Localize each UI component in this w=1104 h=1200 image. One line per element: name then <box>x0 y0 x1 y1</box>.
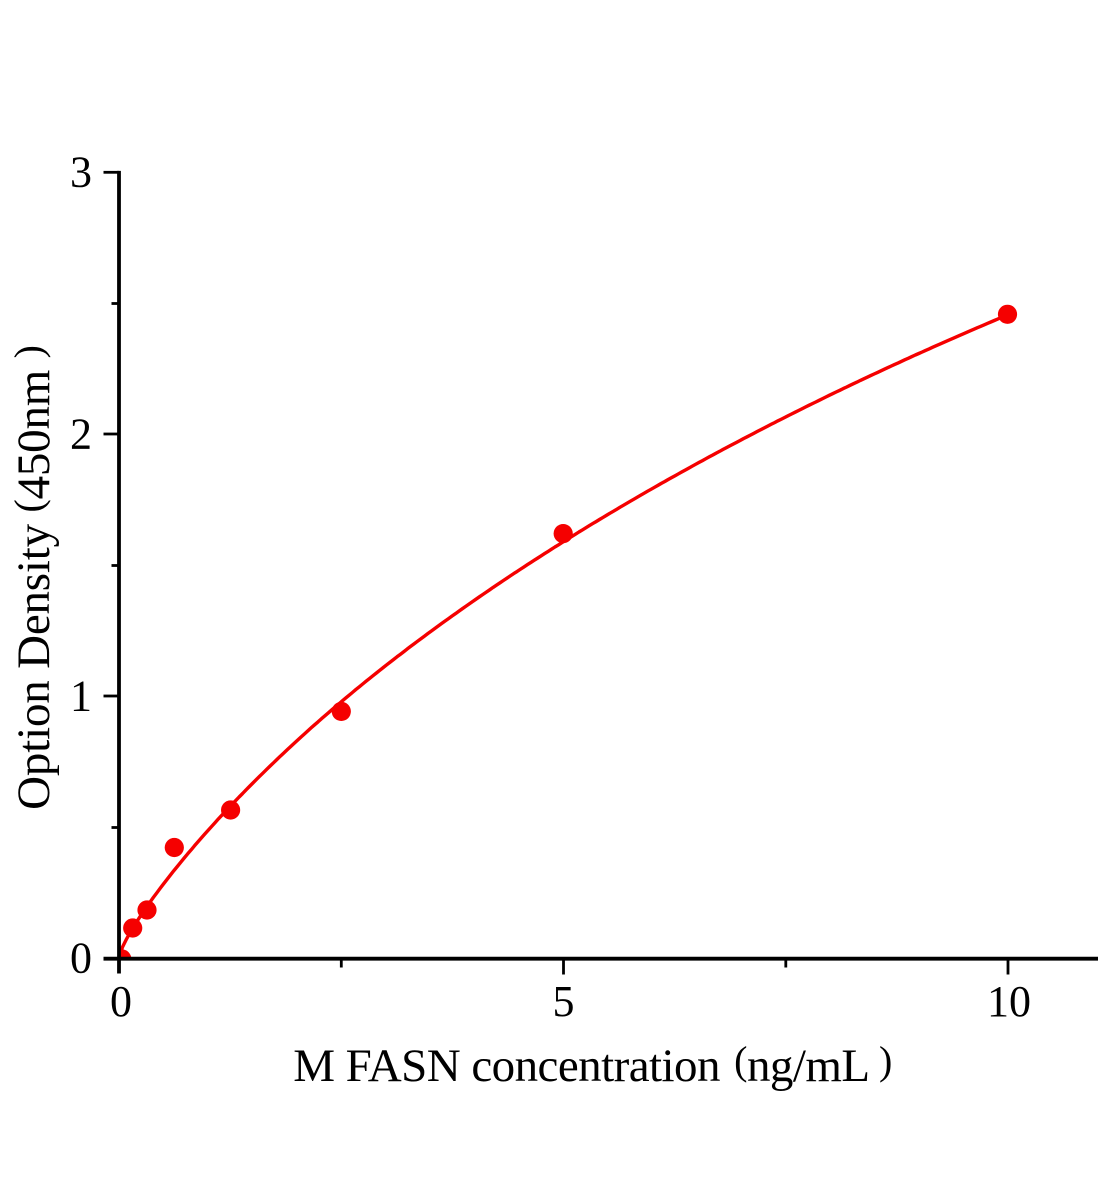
svg-text:M FASN concentration (ng/mL ): M FASN concentration (ng/mL ) <box>293 1038 892 1092</box>
svg-text:1: 1 <box>70 672 92 721</box>
svg-text:Option Density (450nm ): Option Density (450nm ) <box>6 345 60 810</box>
svg-text:10: 10 <box>987 977 1031 1026</box>
svg-text:2: 2 <box>70 410 92 459</box>
svg-text:0: 0 <box>70 934 92 983</box>
svg-text:0: 0 <box>110 977 132 1026</box>
svg-text:5: 5 <box>553 977 575 1026</box>
svg-text:3: 3 <box>70 148 92 197</box>
